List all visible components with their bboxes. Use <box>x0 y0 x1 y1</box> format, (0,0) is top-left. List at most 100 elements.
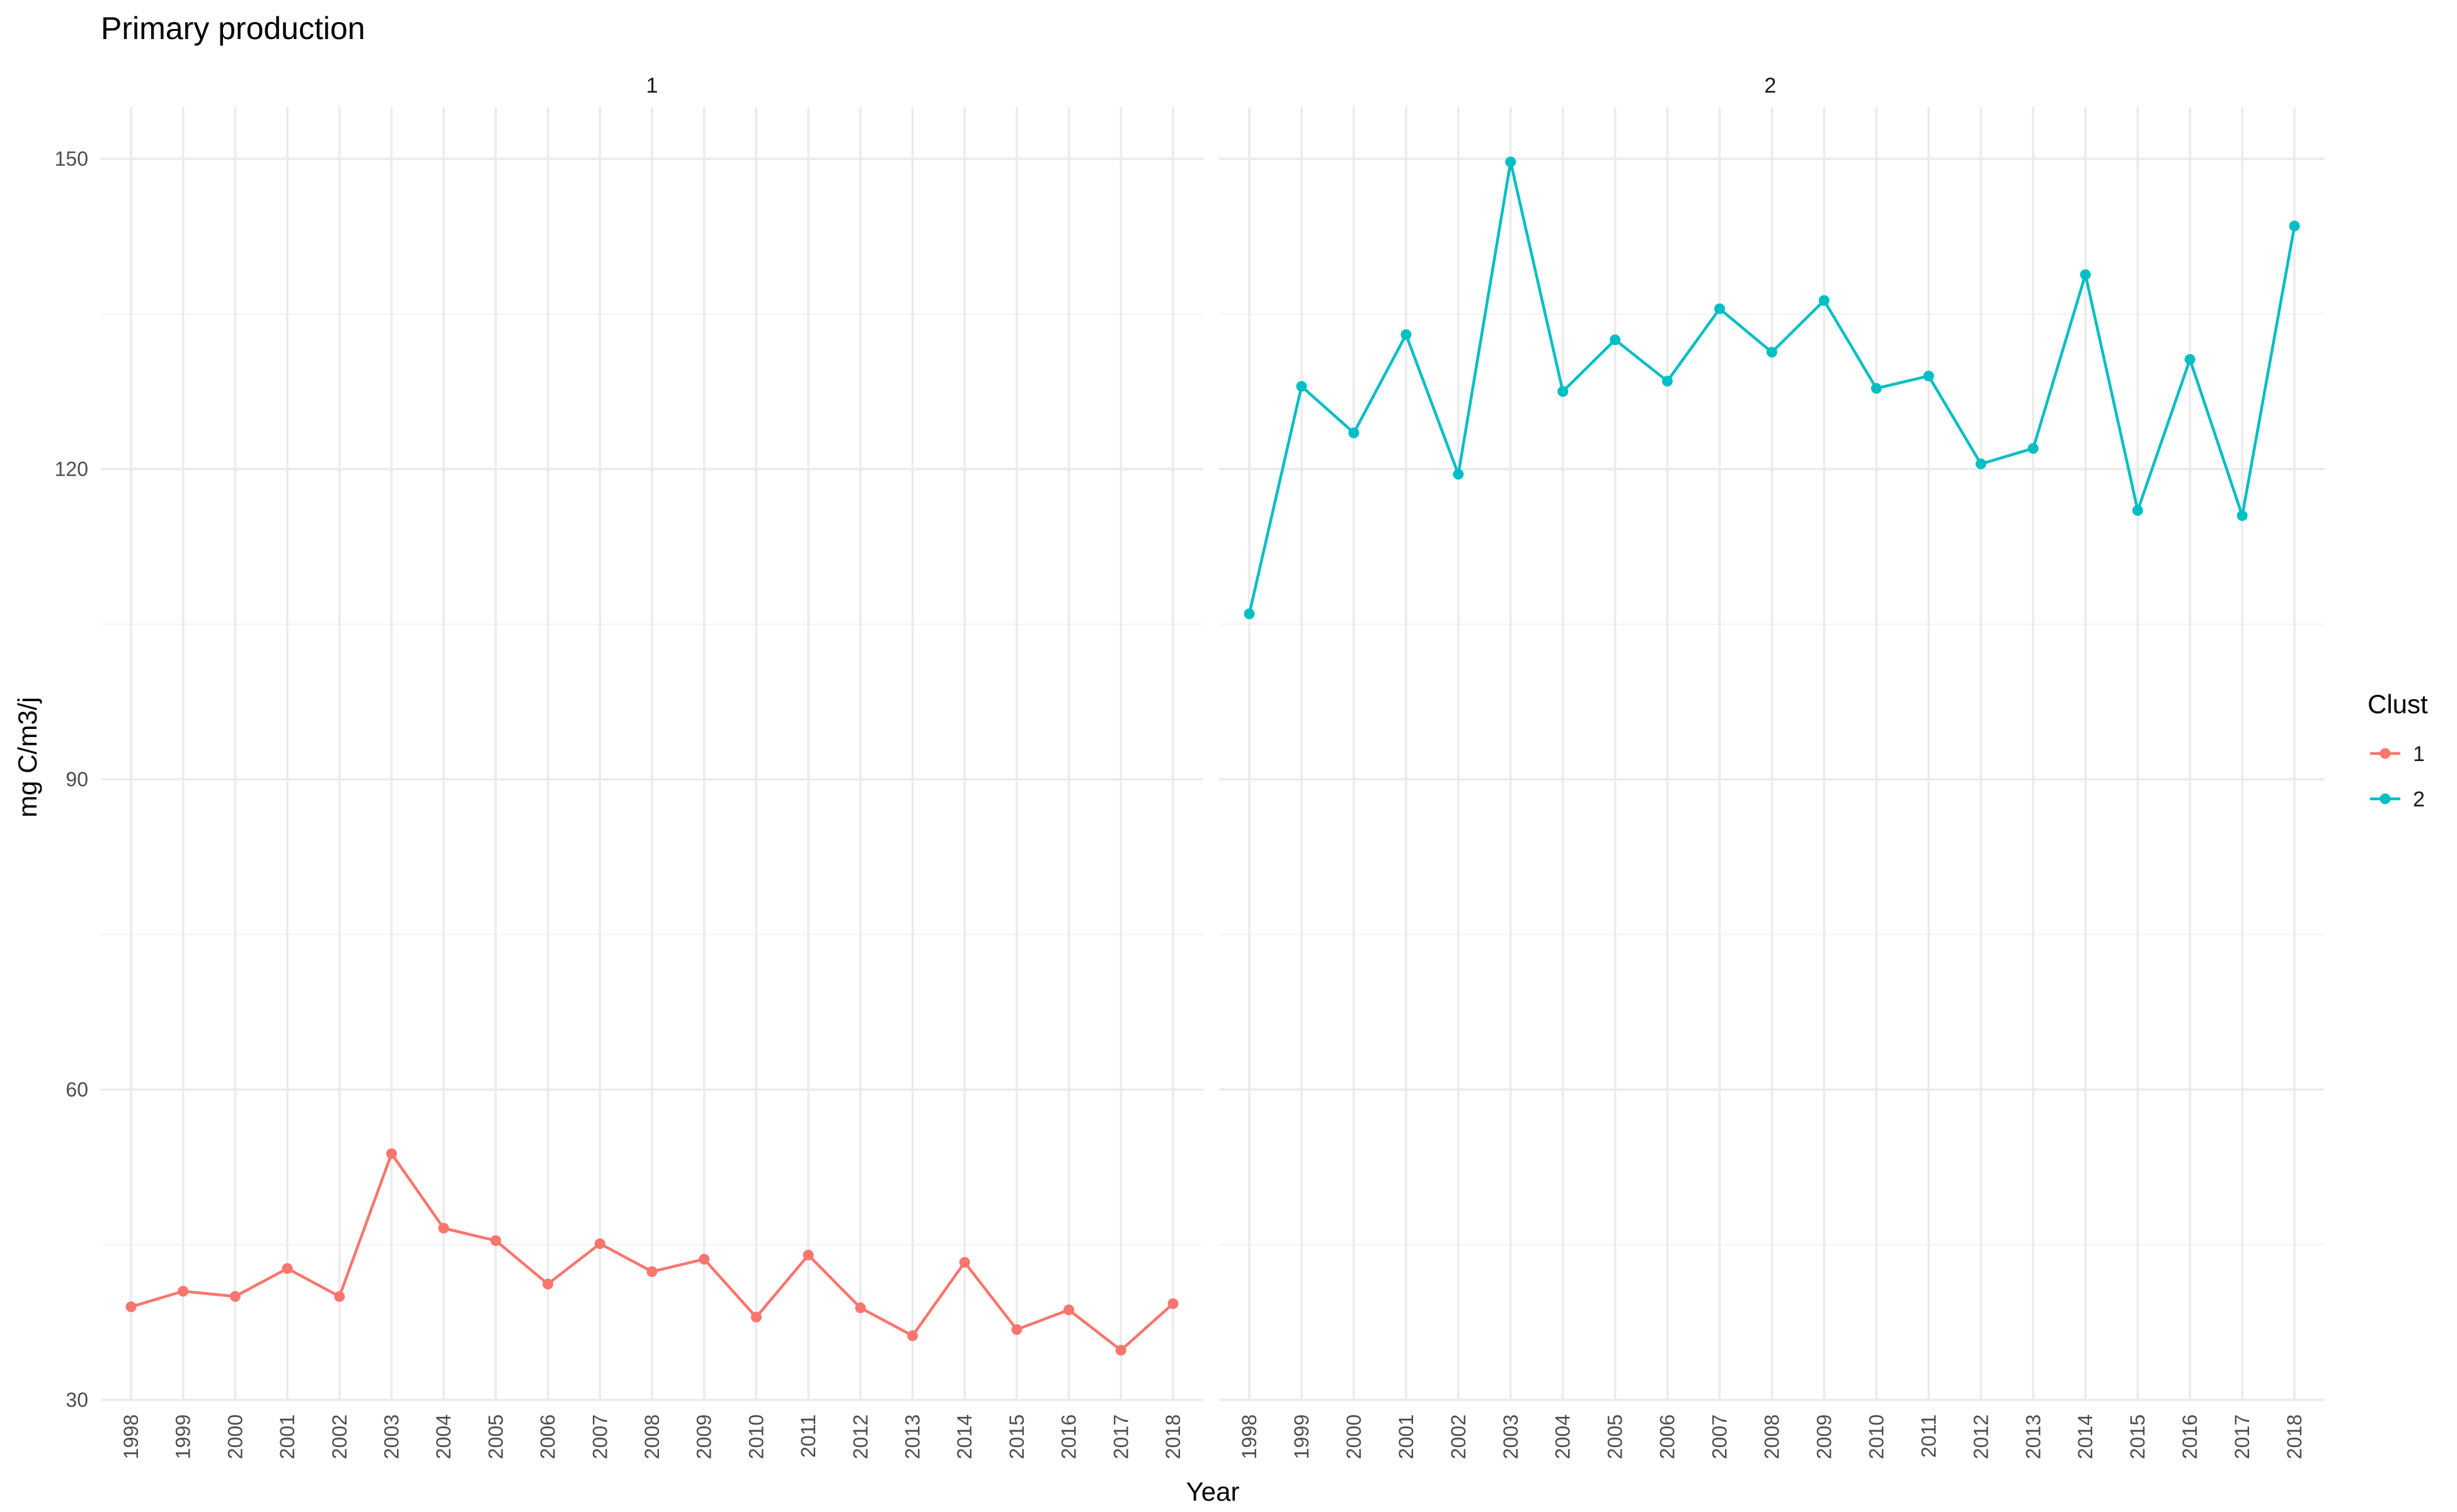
data-point <box>1296 381 1307 392</box>
x-tick-label: 2018 <box>2283 1414 2306 1459</box>
data-point <box>1714 303 1726 314</box>
x-tick-label: 2005 <box>1604 1414 1627 1459</box>
legend: Clust 1 2 <box>2368 689 2428 811</box>
data-point <box>125 1301 137 1312</box>
x-tick-label: 2005 <box>484 1414 507 1459</box>
x-tick-label: 2016 <box>2179 1414 2201 1459</box>
data-point <box>1011 1324 1022 1335</box>
data-point <box>907 1330 918 1341</box>
data-point <box>1557 386 1569 397</box>
x-tick-label: 2009 <box>1813 1414 1835 1459</box>
y-axis: 30 60 90 120 150 <box>55 147 88 1411</box>
x-tick-label: 1998 <box>1238 1414 1261 1459</box>
data-point <box>178 1286 189 1297</box>
data-point <box>855 1302 866 1314</box>
data-point <box>1167 1298 1179 1309</box>
facet-strip-label-2: 2 <box>1765 74 1777 98</box>
data-point <box>750 1312 762 1323</box>
y-axis-title: mg C/m3/j <box>13 697 42 817</box>
x-tick-label: 2017 <box>1109 1414 1132 1459</box>
x-tick-label: 2002 <box>328 1414 351 1459</box>
x-tick-label: 1998 <box>120 1414 142 1459</box>
data-point <box>1244 608 1255 619</box>
data-point <box>229 1291 241 1302</box>
data-point <box>1453 469 1464 480</box>
data-point <box>2027 443 2039 454</box>
x-tick-label: 2002 <box>1447 1414 1470 1459</box>
data-point <box>1767 346 1777 358</box>
x-tick-label: 2010 <box>745 1414 767 1459</box>
data-point <box>1818 295 1830 306</box>
x-tick-label: 2007 <box>1709 1414 1731 1459</box>
x-tick-label: 2014 <box>2074 1414 2097 1459</box>
x-tick-label: 1999 <box>1290 1414 1313 1459</box>
data-point <box>594 1238 605 1249</box>
x-tick-label: 2017 <box>2231 1414 2254 1459</box>
legend-key-point <box>2380 793 2391 805</box>
x-tick-label: 2004 <box>432 1414 455 1459</box>
x-tick-label: 2000 <box>1343 1414 1365 1459</box>
x-tick-label: 2006 <box>1656 1414 1679 1459</box>
x-tick-label: 2006 <box>537 1414 559 1459</box>
legend-entry-label: 1 <box>2413 742 2425 766</box>
x-tick-label: 2000 <box>224 1414 246 1459</box>
x-axis-title: Year <box>1186 1477 1240 1506</box>
chart-title: Primary production <box>101 11 365 46</box>
x-tick-label: 2003 <box>1499 1414 1522 1459</box>
y-tick-label: 120 <box>55 458 88 481</box>
data-point <box>1400 329 1412 340</box>
data-point <box>959 1257 970 1268</box>
data-point <box>542 1278 554 1290</box>
legend-title: Clust <box>2368 689 2428 719</box>
x-tick-label: 2010 <box>1865 1414 1887 1459</box>
x-tick-label: 2018 <box>1162 1414 1184 1459</box>
data-point <box>386 1148 397 1159</box>
data-point <box>1870 383 1882 394</box>
x-tick-label: 2001 <box>276 1414 299 1459</box>
data-point <box>1115 1344 1126 1356</box>
y-tick-label: 90 <box>66 768 88 791</box>
facet-strip-label-1: 1 <box>646 74 658 98</box>
x-tick-label: 2011 <box>797 1414 820 1458</box>
y-tick-label: 150 <box>55 147 88 170</box>
data-point <box>1610 334 1621 345</box>
facet-panel-1: 1998 1999 2000 2001 2002 2003 2004 2005 2006 2007… <box>101 107 1203 1459</box>
x-tick-label: 1999 <box>172 1414 195 1459</box>
x-tick-label: 2013 <box>2022 1414 2044 1459</box>
data-point <box>1348 427 1360 438</box>
data-point <box>2289 220 2300 232</box>
data-point <box>646 1266 658 1277</box>
x-tick-label: 2009 <box>693 1414 716 1459</box>
data-point <box>2132 505 2143 516</box>
data-point <box>1923 370 1934 382</box>
x-tick-label: 2003 <box>381 1414 403 1459</box>
legend-key-point <box>2380 748 2391 759</box>
x-tick-label: 2001 <box>1395 1414 1418 1459</box>
x-tick-label: 2008 <box>641 1414 663 1459</box>
x-tick-label: 2016 <box>1058 1414 1080 1459</box>
x-tick-label: 2015 <box>1005 1414 1028 1459</box>
data-point <box>2236 510 2248 521</box>
x-tick-label: 2012 <box>1969 1414 1992 1459</box>
x-tick-label: 2012 <box>849 1414 872 1459</box>
data-point <box>282 1263 293 1274</box>
x-tick-label: 2007 <box>588 1414 611 1459</box>
data-point <box>1975 458 1986 469</box>
data-point <box>2184 354 2196 365</box>
data-point <box>803 1249 814 1261</box>
x-tick-label: 2008 <box>1761 1414 1784 1459</box>
x-tick-label: 2015 <box>2126 1414 2149 1459</box>
x-tick-label: 2011 <box>1917 1414 1940 1458</box>
data-point <box>2080 269 2091 280</box>
x-tick-label: 2004 <box>1552 1414 1574 1459</box>
y-tick-label: 60 <box>66 1079 88 1101</box>
x-tick-label: 2014 <box>953 1414 976 1459</box>
data-point <box>334 1291 345 1302</box>
facet-panel-2: 1998 1999 2000 2001 2002 2003 2004 2005 2006 2007… <box>1219 107 2325 1459</box>
legend-entry-label: 2 <box>2413 788 2425 811</box>
data-point <box>438 1222 449 1234</box>
data-point <box>490 1235 501 1246</box>
data-point <box>1662 375 1673 387</box>
data-point <box>1063 1304 1075 1315</box>
